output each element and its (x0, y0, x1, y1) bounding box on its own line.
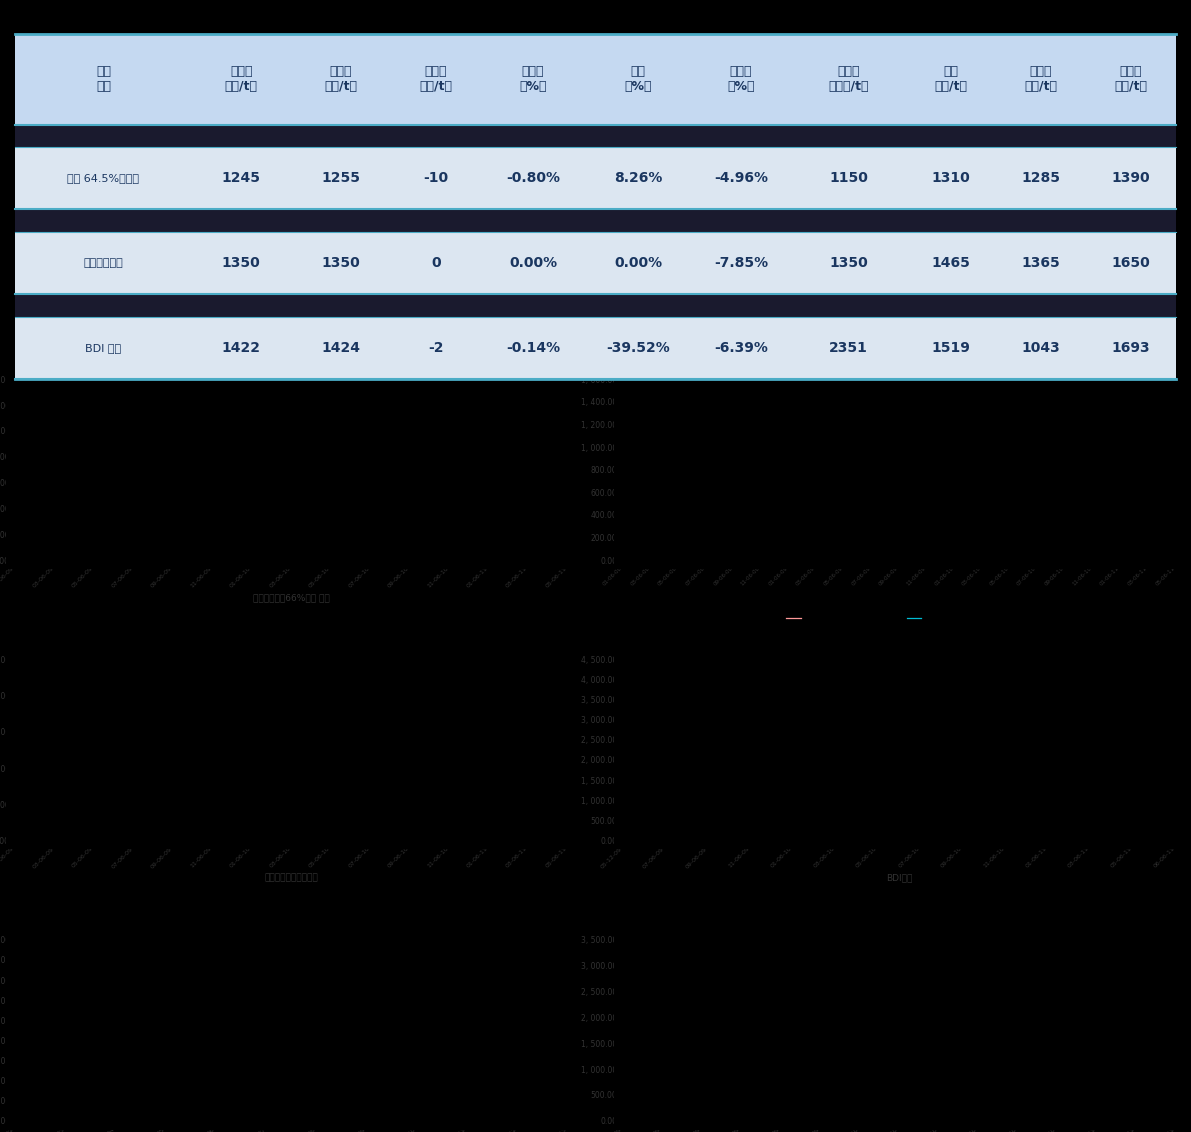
Text: 1693: 1693 (1111, 341, 1151, 355)
车板价: 日照港: 印度: 粉矿: 63.5%: (119, 1.27e+03): 日照港: 印度: 粉矿: 63.5%: (119, 1.27e+03) (916, 410, 930, 423)
Text: 1465: 1465 (931, 256, 971, 271)
Text: 最新值
（元/t）: 最新值 （元/t） (225, 66, 257, 93)
Text: 1,015.00: 1,015.00 (500, 419, 543, 429)
Text: 去年同
期（元/t）: 去年同 期（元/t） (828, 66, 868, 93)
Text: 成本
项目: 成本 项目 (96, 66, 111, 93)
车板价: 日照港: 印度: 粉矿: 63.5%: (61, 851): 日照港: 印度: 粉矿: 63.5%: (61, 851) (769, 457, 784, 471)
Text: 1,850.00: 1,850.00 (308, 685, 351, 694)
车板价: 日照港: 印度: 粉矿: 63.5%: (187, 1.19e+03): 日照港: 印度: 粉矿: 63.5%: (187, 1.19e+03) (1087, 419, 1102, 432)
Text: 1519: 1519 (931, 341, 971, 355)
Text: 太原十级焦煤: 太原十级焦煤 (83, 258, 124, 268)
车板价: 日照港: 巴西: 粉矿: 64.5%: (119, 1.37e+03): 日照港: 巴西: 粉矿: 64.5%: (119, 1.37e+03) (916, 398, 930, 412)
车板价: 日照港: 印度: 粉矿: 63.5%: (219, 1.24e+03): 日照港: 印度: 粉矿: 63.5%: (219, 1.24e+03) (1168, 412, 1183, 426)
Text: 进口 64.5%巴粉矿: 进口 64.5%巴粉矿 (68, 173, 139, 183)
Text: 周环比
（%）: 周环比 （%） (519, 66, 547, 93)
X-axis label: 铁精粉价格：66%湿基 不含: 铁精粉价格：66%湿基 不含 (254, 593, 330, 602)
车板价: 日照港: 巴西: 粉矿: 64.5%: (194, 1.35e+03): 日照港: 巴西: 粉矿: 64.5%: (194, 1.35e+03) (1105, 401, 1120, 414)
Text: -0.80%: -0.80% (506, 171, 560, 186)
Text: 0: 0 (431, 256, 441, 271)
Text: -0.14%: -0.14% (506, 341, 560, 355)
X-axis label: 三级冶金焦价格：唐山: 三级冶金焦价格：唐山 (264, 874, 318, 883)
Text: 1,245.00: 1,245.00 (1108, 406, 1151, 417)
车板价: 日照港: 巴西: 粉矿: 64.5%: (65, 958): 日照港: 巴西: 粉矿: 64.5%: (65, 958) (780, 445, 794, 458)
Text: 2351: 2351 (829, 341, 868, 355)
车板价: 日照港: 巴西: 粉矿: 64.5%: (61, 918): 日照港: 巴西: 粉矿: 64.5%: (61, 918) (769, 449, 784, 463)
Text: 年初
（元/t）: 年初 （元/t） (935, 66, 967, 93)
Text: 1043: 1043 (1022, 341, 1060, 355)
Text: -39.52%: -39.52% (606, 341, 669, 355)
Text: 1255: 1255 (322, 171, 360, 186)
Text: 1,422.00: 1,422.00 (1108, 773, 1151, 783)
Text: BDI 指数: BDI 指数 (86, 343, 121, 353)
Text: -4.96%: -4.96% (715, 171, 768, 186)
Text: 1365: 1365 (1022, 256, 1060, 271)
Text: 1390: 1390 (1111, 171, 1151, 186)
Text: -10: -10 (423, 171, 449, 186)
Text: 2,500.00: 2,500.00 (860, 964, 903, 975)
Text: 1350: 1350 (322, 256, 360, 271)
Text: 年变化
（%）: 年变化 （%） (728, 66, 755, 93)
车板价: 日照港: 印度: 粉矿: 63.5%: (113, 1.33e+03): 日照港: 印度: 粉矿: 63.5%: (113, 1.33e+03) (902, 403, 916, 417)
Text: 1310: 1310 (931, 171, 971, 186)
Text: 0.00%: 0.00% (613, 256, 662, 271)
Text: 1350: 1350 (829, 256, 868, 271)
Text: 1424: 1424 (322, 341, 360, 355)
Text: -7.85%: -7.85% (715, 256, 768, 271)
Text: 1422: 1422 (222, 341, 261, 355)
车板价: 日照港: 印度: 粉矿: 63.5%: (194, 1.19e+03): 日照港: 印度: 粉矿: 63.5%: (194, 1.19e+03) (1105, 419, 1120, 432)
X-axis label: BDI指数: BDI指数 (886, 874, 912, 883)
车板价: 日照港: 巴西: 粉矿: 64.5%: (113, 1.43e+03): 日照港: 巴西: 粉矿: 64.5%: (113, 1.43e+03) (902, 392, 916, 405)
Text: 年最高
（元/t）: 年最高 （元/t） (1114, 66, 1147, 93)
Text: 3,220.00: 3,220.00 (1108, 945, 1151, 954)
Text: 1245: 1245 (222, 171, 261, 186)
Text: 1650: 1650 (1111, 256, 1151, 271)
车板价: 日照港: 印度: 粉矿: 63.5%: (198, 1.2e+03): 日照港: 印度: 粉矿: 63.5%: (198, 1.2e+03) (1116, 418, 1130, 431)
Text: 同比
（%）: 同比 （%） (624, 66, 651, 93)
车板价: 日照港: 巴西: 粉矿: 64.5%: (187, 1.34e+03): 日照港: 巴西: 粉矿: 64.5%: (187, 1.34e+03) (1087, 401, 1102, 414)
Text: -2: -2 (429, 341, 444, 355)
车板价: 日照港: 巴西: 粉矿: 64.5%: (1, 389): 日照港: 巴西: 粉矿: 64.5%: (1, 389) (618, 509, 632, 523)
Text: 年最低
（元/t）: 年最低 （元/t） (1024, 66, 1058, 93)
Text: 9,317.00: 9,317.00 (490, 944, 532, 953)
Text: 0.00%: 0.00% (509, 256, 557, 271)
车板价: 日照港: 巴西: 粉矿: 64.5%: (0, 660): 日照港: 巴西: 粉矿: 64.5%: (0, 660) (616, 479, 630, 492)
车板价: 日照港: 印度: 粉矿: 63.5%: (65, 887): 日照港: 印度: 粉矿: 63.5%: (65, 887) (780, 453, 794, 466)
车板价: 日照港: 巴西: 粉矿: 64.5%: (198, 1.34e+03): 日照港: 巴西: 粉矿: 64.5%: (198, 1.34e+03) (1116, 402, 1130, 415)
车板价: 日照港: 印度: 粉矿: 63.5%: (1, 382): 日照港: 印度: 粉矿: 63.5%: (1, 382) (618, 511, 632, 524)
Text: 1,980.00: 1,980.00 (500, 688, 543, 697)
Line: 车板价: 日照港: 印度: 粉矿: 63.5%: 车板价: 日照港: 印度: 粉矿: 63.5% (623, 410, 1176, 517)
Text: 8.26%: 8.26% (613, 171, 662, 186)
Legend: 车板价: 日照港: 印度: 粉矿: 63.5%, 车板价: 日照港: 巴西: 粉矿: 64.5%: 车板价: 日照港: 印度: 粉矿: 63.5%, 车板价: 日照港: 巴西: 粉… (784, 612, 1016, 625)
车板价: 日照港: 巴西: 粉矿: 64.5%: (219, 1.32e+03): 日照港: 巴西: 粉矿: 64.5%: (219, 1.32e+03) (1168, 404, 1183, 418)
Text: 1285: 1285 (1022, 171, 1060, 186)
Text: 805.00: 805.00 (336, 441, 369, 452)
Text: -6.39%: -6.39% (715, 341, 768, 355)
Text: 1150: 1150 (829, 171, 868, 186)
车板价: 日照港: 印度: 粉矿: 63.5%: (0, 650): 日照港: 印度: 粉矿: 63.5%: (0, 650) (616, 480, 630, 494)
Text: 周环比
（元/t）: 周环比 （元/t） (419, 66, 453, 93)
Line: 车板价: 日照港: 巴西: 粉矿: 64.5%: 车板价: 日照港: 巴西: 粉矿: 64.5% (623, 398, 1176, 516)
Text: 1350: 1350 (222, 256, 261, 271)
Text: 上周值
（元/t）: 上周值 （元/t） (324, 66, 357, 93)
